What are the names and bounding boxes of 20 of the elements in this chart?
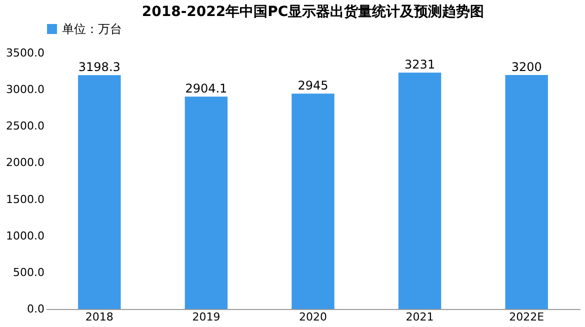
x-tick-label: 2019 xyxy=(192,310,220,324)
x-tick-label: 2020 xyxy=(299,310,327,324)
y-tick-label: 3500.0 xyxy=(6,46,44,60)
legend-label: 单位：万台 xyxy=(62,22,122,36)
x-tick-label: 2021 xyxy=(406,310,434,324)
y-tick-label: 2500.0 xyxy=(6,120,44,133)
data-label: 2904.1 xyxy=(185,82,228,96)
chart-title: 2018-2022年中国PC显示器出货量统计及预测趋势图 xyxy=(142,3,484,20)
y-tick-label: 1500.0 xyxy=(6,192,44,206)
y-tick-label: 0.0 xyxy=(27,302,44,316)
data-label: 3200 xyxy=(511,60,542,74)
y-tick-label: 500.0 xyxy=(13,266,44,279)
data-label: 3198.3 xyxy=(78,60,120,74)
y-tick-label: 3000.0 xyxy=(6,83,44,96)
x-tick-label: 2018 xyxy=(85,310,114,324)
x-tick-label: 2022E xyxy=(509,310,544,324)
y-tick-label: 2000.0 xyxy=(6,156,44,170)
y-tick-label: 1000.0 xyxy=(6,229,44,242)
data-label: 3231 xyxy=(404,58,436,72)
data-label: 2945 xyxy=(298,78,328,93)
